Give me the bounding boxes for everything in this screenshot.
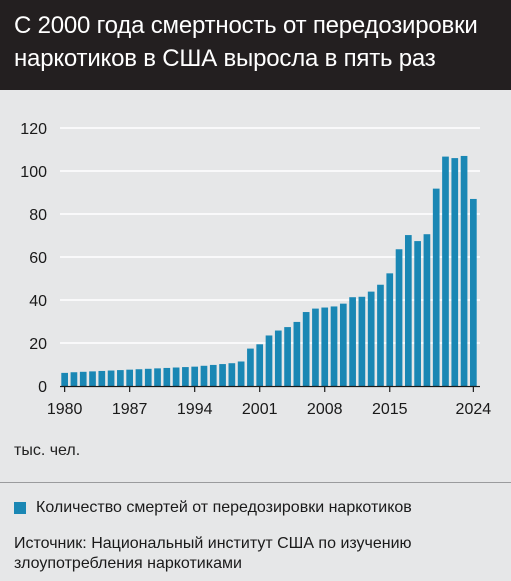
source-line-1: Источник: Национальный институт США по и… — [14, 535, 412, 552]
bar-1984 — [98, 370, 106, 386]
bar-2014 — [377, 284, 384, 386]
y-tick-label: 0 — [38, 379, 47, 396]
bar-2005 — [293, 321, 301, 386]
legend-label: Количество смертей от передозировки нарк… — [36, 499, 412, 516]
bar-2021 — [442, 156, 449, 386]
bar-1990 — [154, 368, 161, 386]
bar-2020 — [432, 188, 440, 386]
x-tick-label: 2008 — [307, 401, 343, 418]
bar-2007 — [312, 308, 319, 386]
y-tick-label: 20 — [29, 336, 47, 353]
bar-1982 — [79, 371, 87, 386]
x-tick-label: 2015 — [372, 401, 408, 418]
chart-header: С 2000 года смертность от передозировки … — [0, 0, 511, 90]
bar-2024 — [470, 198, 477, 386]
bar-1993 — [182, 367, 189, 386]
bar-2022 — [451, 158, 459, 386]
bar-2013 — [367, 291, 375, 386]
bar-chart: 0 20 40 60 80 100 120 1980 1987 1994 2001 2008 2015 2… — [20, 121, 492, 418]
source-note: Источник: Национальный институт США по и… — [14, 534, 494, 574]
x-tick-label: 2001 — [242, 401, 278, 418]
divider-line — [0, 482, 511, 483]
legend: Количество смертей от передозировки нарк… — [14, 498, 412, 518]
bar-2015 — [386, 273, 394, 386]
source-line-2: злоупотребления наркотиками — [14, 555, 242, 572]
bar-1996 — [209, 364, 217, 386]
bar-2016 — [395, 249, 403, 386]
bar-2011 — [349, 297, 356, 386]
bar-1986 — [117, 370, 124, 386]
x-tick-label: 1987 — [112, 401, 148, 418]
bar-2001 — [256, 344, 264, 386]
bar-1985 — [107, 370, 115, 386]
x-tick-label: 1980 — [47, 401, 83, 418]
bar-2012 — [358, 296, 366, 386]
bar-2017 — [404, 235, 412, 386]
bar-1988 — [135, 369, 143, 386]
bar-1992 — [172, 367, 180, 386]
bar-2002 — [265, 335, 273, 386]
title-line-1: С 2000 года смертность от передозировки — [14, 12, 478, 39]
y-axis-unit-label: тыс. чел. — [14, 442, 81, 459]
x-tick-label: 1994 — [177, 401, 213, 418]
bar-2010 — [339, 303, 347, 386]
bar-2023 — [460, 155, 468, 386]
bar-1991 — [163, 367, 171, 386]
bar-1981 — [70, 372, 78, 386]
bar-1983 — [89, 371, 96, 386]
bar-2000 — [247, 348, 254, 386]
y-tick-label: 80 — [29, 207, 47, 224]
bar-2006 — [302, 312, 310, 386]
bar-1998 — [228, 363, 236, 386]
title-line-2: наркотиков в США выросла в пять раз — [14, 45, 436, 72]
bar-2009 — [330, 306, 338, 386]
bar-2004 — [284, 327, 291, 386]
y-tick-label: 40 — [29, 293, 47, 310]
bar-1995 — [200, 365, 208, 386]
bar-1987 — [126, 369, 134, 386]
bar-1994 — [191, 366, 199, 386]
bar-2018 — [414, 241, 421, 386]
bar-1980 — [61, 372, 68, 386]
bar-2008 — [321, 307, 329, 386]
y-tick-label: 60 — [29, 250, 47, 267]
bar-2019 — [423, 234, 431, 386]
bar-2003 — [274, 330, 282, 386]
bar-1989 — [144, 368, 152, 386]
bar-1999 — [237, 361, 245, 386]
legend-swatch — [14, 502, 26, 514]
bar-1997 — [219, 364, 226, 386]
y-tick-label: 100 — [20, 164, 47, 181]
x-tick-label: 2024 — [456, 401, 492, 418]
y-tick-label: 120 — [20, 121, 47, 138]
